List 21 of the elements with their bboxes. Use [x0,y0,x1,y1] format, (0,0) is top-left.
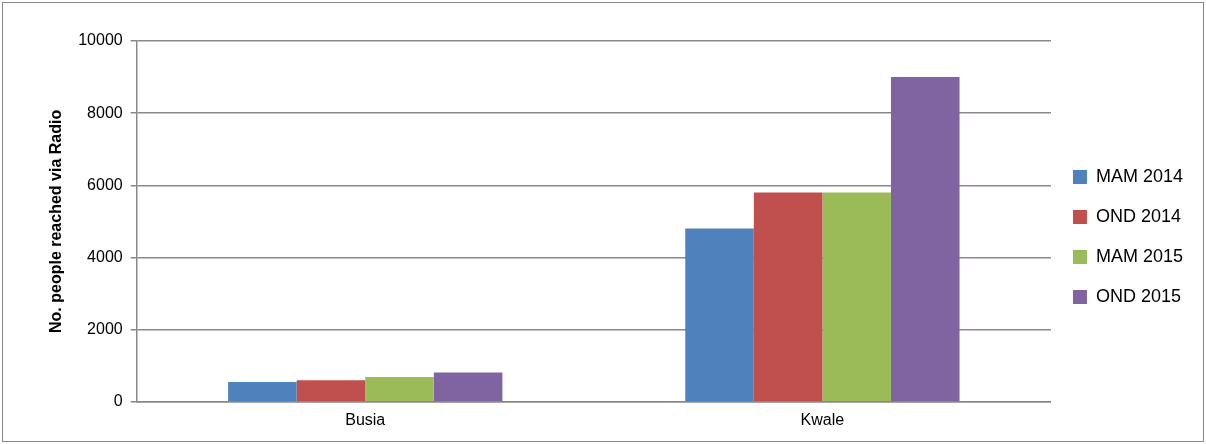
bar [228,381,297,402]
y-tick-label: 4000 [87,247,123,265]
y-tick-label: 10000 [78,31,123,49]
y-axis-title: No. people reached via Radio [47,109,65,333]
bar [685,228,754,402]
y-tick-label: 2000 [87,320,123,338]
x-tick-label: Kwale [800,410,845,428]
legend-label: MAM 2014 [1095,165,1184,186]
y-tick-label: 8000 [87,103,123,121]
bar [890,77,960,402]
bar [365,376,434,402]
legend-label: OND 2015 [1095,285,1182,306]
x-tick-label: Busia [345,410,386,428]
bar [822,192,891,402]
legend-label: MAM 2015 [1095,245,1184,266]
bar [433,372,503,402]
y-tick-label: 0 [113,392,123,410]
bar [296,380,366,402]
legend-label: OND 2014 [1095,205,1182,226]
y-tick-label: 6000 [87,175,123,193]
bar [753,192,823,402]
